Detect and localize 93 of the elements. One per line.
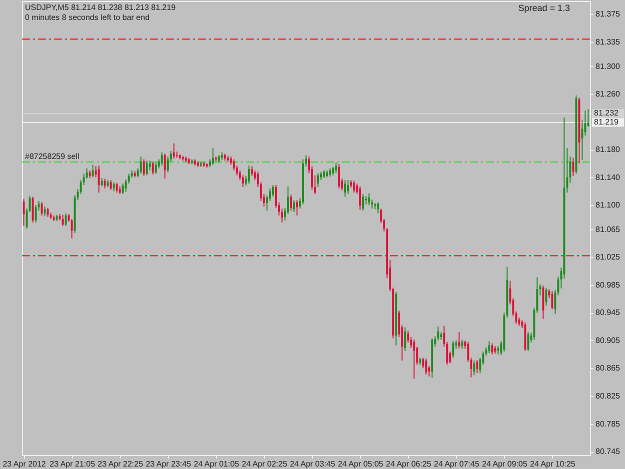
candlestick [413, 339, 416, 380]
x-tick-label: 24 Apr 01:05 [194, 460, 240, 468]
candlestick [34, 204, 37, 223]
candlestick [359, 186, 362, 210]
candlestick [64, 212, 67, 226]
candlestick [491, 342, 494, 355]
x-tick-label: 24 Apr 03:45 [290, 460, 336, 468]
candlestick [368, 192, 370, 206]
candlestick [404, 326, 406, 352]
candlestick [148, 160, 151, 171]
candlestick [296, 200, 298, 216]
candlestick [344, 180, 346, 198]
ref-line-label: 81.232 [594, 108, 620, 118]
candlestick [272, 184, 274, 198]
chart-title: USDJPY,M5 81.214 81.238 81.213 81.219 [25, 3, 176, 12]
candlestick [362, 193, 364, 212]
y-tick-label: 81.260 [596, 90, 621, 99]
y-tick-label: 81.065 [596, 224, 621, 234]
y-tick-label: 81.140 [596, 172, 621, 182]
text: 0 minutes 8 seconds left to bar end [25, 13, 150, 22]
candlestick [152, 162, 154, 176]
candlestick [317, 172, 320, 188]
candlestick [104, 178, 106, 189]
candlestick [335, 162, 338, 174]
candlestick [551, 290, 554, 310]
ref-line-label: #87258259 sell [25, 152, 80, 162]
y-tick-label: 81.300 [596, 62, 621, 71]
candlestick [98, 165, 100, 194]
y-tick-label: 80.825 [596, 391, 621, 400]
candlestick [22, 198, 25, 226]
x-tick-label: 24 Apr 05:05 [338, 460, 384, 468]
candlestick [290, 194, 292, 212]
candlestick [461, 339, 464, 350]
candlestick [452, 340, 454, 358]
x-tick-label: 24 Apr 10:25 [530, 460, 576, 468]
candlestick [154, 162, 157, 174]
x-tick-label: 24 Apr 09:05 [482, 460, 528, 468]
x-tick-label: 24 Apr 02:25 [242, 460, 288, 468]
annotation: Spread = 1.3 [518, 3, 570, 13]
x-tick-label: 23 Apr 22:25 [98, 460, 144, 468]
x-tick-label: 24 Apr 06:25 [386, 460, 432, 468]
y-tick-label: 81.100 [596, 200, 621, 210]
candlestick [488, 340, 490, 354]
candlestick [476, 359, 478, 374]
candlestick [248, 165, 250, 184]
candlestick [40, 202, 43, 216]
y-tick-label: 80.745 [596, 447, 621, 456]
y-tick-label: 81.180 [596, 145, 621, 154]
candlestick [377, 202, 380, 214]
candlestick [425, 358, 428, 375]
candlestick [146, 160, 148, 176]
candlestick [527, 332, 530, 352]
y-tick-label: 81.375 [596, 10, 621, 19]
x-tick-label: 24 Apr 07:45 [434, 460, 480, 468]
candlestick [92, 164, 94, 178]
candlestick [545, 287, 548, 306]
y-tick-label: 80.865 [596, 364, 621, 373]
candlestick [70, 218, 73, 239]
y-tick-label: 80.985 [596, 280, 621, 290]
x-tick-label: 23 Apr 21:05 [50, 460, 96, 468]
y-tick-label: 80.905 [596, 336, 621, 345]
candlestick [32, 196, 34, 223]
x-tick-label: 23 Apr 2012 [2, 460, 46, 468]
y-tick-label: 81.335 [596, 37, 621, 46]
ref-line-label: 81.219 [594, 117, 620, 126]
candlestick [140, 156, 142, 174]
y-tick-label: 80.785 [596, 419, 621, 428]
candlestick [250, 166, 253, 176]
candlestick [112, 182, 115, 192]
candlestick [160, 152, 163, 166]
candlestick [242, 174, 244, 188]
candlestick [232, 158, 235, 171]
candlestick [458, 332, 460, 349]
candlestick [122, 183, 124, 194]
y-tick-label: 81.025 [596, 252, 621, 262]
candlestick [164, 153, 166, 180]
candlestick [172, 142, 175, 160]
candlestick [542, 285, 544, 320]
candlestick [292, 200, 295, 213]
candlestick [212, 148, 214, 166]
candlestick [44, 206, 46, 217]
x-tick-label: 23 Apr 23:45 [146, 460, 192, 468]
candlestick [62, 214, 64, 226]
candlestick [473, 360, 476, 376]
candlestick [572, 157, 574, 176]
y-tick-label: 80.945 [596, 308, 621, 318]
candlestick [46, 207, 49, 218]
candlestick [110, 180, 112, 190]
candlestick [338, 164, 340, 189]
candlestick [116, 182, 118, 194]
candlestick [347, 180, 350, 194]
candlestick [353, 180, 356, 194]
candlestick [142, 158, 145, 176]
